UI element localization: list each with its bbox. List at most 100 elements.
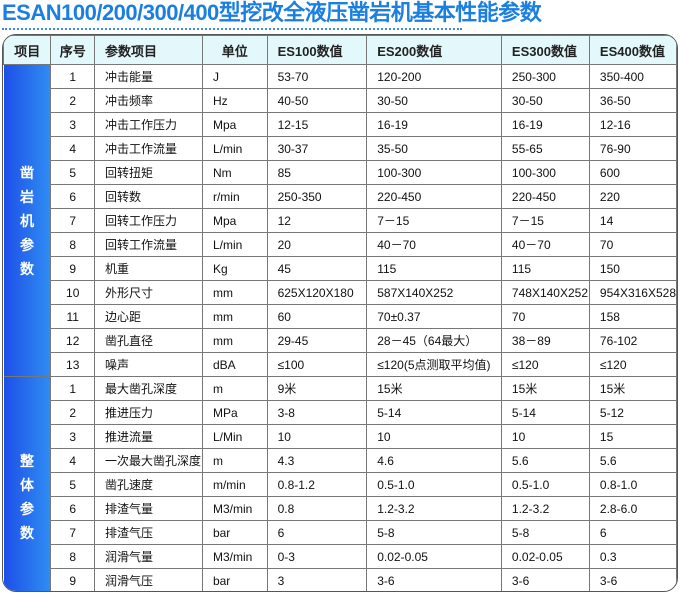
table-row: 7 排渣气压 bar 6 5-8 5-8 6 [4,520,677,545]
cell-es100: 20 [266,232,368,257]
cell-parameter: 推进压力 [93,400,203,425]
cell-unit: mm [201,304,268,329]
cell-parameter: 最大凿孔深度 [93,376,203,401]
cell-es200: 16-19 [366,112,502,137]
cell-es400: 15 [588,424,677,449]
cell-es100: 3-8 [266,400,368,425]
cell-es400: ≤120 [588,352,677,377]
cell-es300: 55-65 [500,136,590,161]
section-label-text: 整体参数 [19,452,34,541]
cell-es400: 350-400 [588,64,677,89]
table-row: 9 润滑气压 bar 3 3-6 3-6 3-6 [4,568,677,591]
cell-unit: L/Min [201,424,268,449]
table-row: 8 回转工作流量 L/min 20 40－70 40－70 70 [4,232,677,257]
cell-es300: 15米 [500,376,590,401]
cell-parameter: 凿孔直径 [93,328,203,353]
cell-es200: 100-300 [366,160,502,185]
cell-es300: 38－89 [500,328,590,353]
cell-es200: 40－70 [366,232,502,257]
cell-es300: 748X140X252 [500,280,590,305]
cell-es100: 6 [266,520,368,545]
cell-es400: 76-102 [588,328,677,353]
cell-unit: bar [201,568,268,591]
cell-es100: 0.8-1.2 [266,472,368,497]
spec-table: 项目 序号 参数项目 单位 ES100数值 ES200数值 ES300数值 ES… [2,34,678,592]
cell-es200: 28－45（64最大） [366,328,502,353]
cell-es100: 40-50 [266,88,368,113]
cell-unit: Nm [201,160,268,185]
cell-es300: 5-14 [500,400,590,425]
cell-index: 7 [50,208,95,233]
cell-es100: 4.3 [266,448,368,473]
cell-parameter: 回转数 [93,184,203,209]
cell-es400: 150 [588,256,677,281]
cell-parameter: 噪声 [93,352,203,377]
cell-parameter: 排渣气量 [93,496,203,521]
cell-es300: 10 [500,424,590,449]
cell-parameter: 冲击频率 [93,88,203,113]
section-label-text: 凿岩机参数 [19,164,34,277]
table-row: 10 外形尺寸 mm 625X120X180 587X140X252 748X140X25… [4,280,677,305]
cell-index: 8 [50,232,95,257]
header-es100: ES100数值 [266,35,368,65]
cell-es100: 9米 [266,376,368,401]
table-row: 整体参数 1 最大凿孔深度 m 9米 15米 15米 15米 [3,376,677,591]
cell-unit: Mpa [201,112,268,137]
cell-index: 9 [50,568,95,591]
cell-es400: 158 [588,304,677,329]
cell-unit: M3/min [201,544,268,569]
section-label: 凿岩机参数 [3,64,52,377]
cell-es100: 625X120X180 [266,280,368,305]
cell-parameter: 冲击能量 [93,64,203,89]
table-row: 5 凿孔速度 m/min 0.8-1.2 0.5-1.0 0.5-1.0 0.8-1.0 [4,472,677,497]
cell-parameter: 机重 [93,256,203,281]
table-row: 6 排渣气量 M3/min 0.8 1.2-3.2 1.2-3.2 2.8-6.0 [4,496,677,521]
cell-unit: Mpa [201,208,268,233]
cell-es400: 12-16 [588,112,677,137]
cell-es400: 600 [588,160,677,185]
cell-es100: 0-3 [266,544,368,569]
cell-es200: 587X140X252 [366,280,502,305]
cell-es200: 30-50 [366,88,502,113]
cell-es100: 30-37 [266,136,368,161]
cell-es100: 45 [266,256,368,281]
cell-es400: 5-12 [588,400,677,425]
table-row: 2 冲击频率 Hz 40-50 30-50 30-50 36-50 [4,88,677,113]
header-unit: 单位 [201,35,268,65]
title-underline [2,28,462,30]
cell-parameter: 冲击工作流量 [93,136,203,161]
cell-index: 11 [50,304,95,329]
cell-es200: 7－15 [366,208,502,233]
cell-es200: 1.2-3.2 [366,496,502,521]
cell-es400: 0.8-1.0 [588,472,677,497]
cell-index: 7 [50,520,95,545]
cell-es400: 3-6 [588,568,677,591]
cell-parameter: 回转扭矩 [93,160,203,185]
cell-es400: 14 [588,208,677,233]
cell-es200: 35-50 [366,136,502,161]
cell-parameter: 外形尺寸 [93,280,203,305]
cell-parameter: 冲击工作压力 [93,112,203,137]
header-es300: ES300数值 [500,35,590,65]
cell-es100: 29-45 [266,328,368,353]
cell-es100: 85 [266,160,368,185]
cell-parameter: 回转工作流量 [93,232,203,257]
header-es400: ES400数值 [588,35,677,65]
cell-es100: 53-70 [266,64,368,89]
cell-index: 5 [50,472,95,497]
cell-es300: 220-450 [500,184,590,209]
cell-es400: 220 [588,184,677,209]
cell-index: 10 [50,280,95,305]
cell-unit: L/min [201,136,268,161]
cell-unit: L/min [201,232,268,257]
header-es200: ES200数值 [366,35,502,65]
cell-index: 3 [50,112,95,137]
cell-parameter: 排渣气压 [93,520,203,545]
cell-unit: mm [201,328,268,353]
cell-parameter: 边心距 [93,304,203,329]
cell-unit: MPa [201,400,268,425]
table-row: 13 噪声 dBA ≤100 ≤120(5点测取平均值) ≤120 ≤120 [4,352,677,377]
section-label: 整体参数 [3,376,52,591]
cell-parameter: 一次最大凿孔深度 [93,448,203,473]
cell-es200: 10 [366,424,502,449]
